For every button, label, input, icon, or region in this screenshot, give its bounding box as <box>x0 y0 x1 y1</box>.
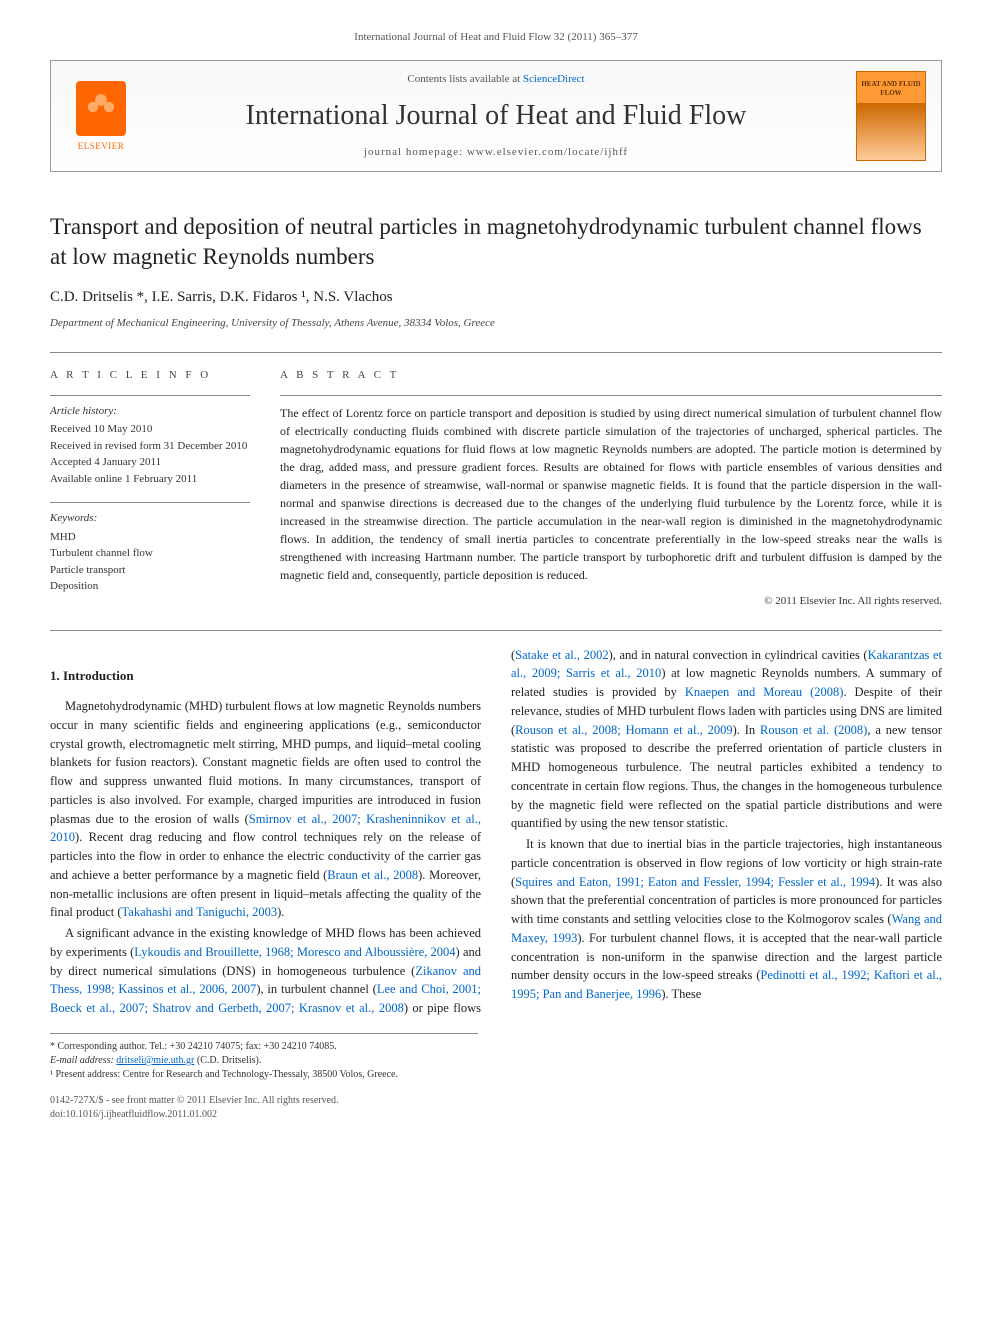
body-paragraph-1: Magnetohydrodynamic (MHD) turbulent flow… <box>50 697 481 922</box>
abstract-heading: A B S T R A C T <box>280 368 942 383</box>
ref-lykoudis[interactable]: Lykoudis and Brouillette, 1968; Moresco … <box>134 945 455 959</box>
cover-title: HEAT AND FLUID FLOW <box>857 80 925 97</box>
ref-satake[interactable]: Satake et al., 2002 <box>515 648 608 662</box>
abstract-text: The effect of Lorentz force on particle … <box>280 404 942 584</box>
homepage-line: journal homepage: www.elsevier.com/locat… <box>136 145 856 160</box>
divider-top <box>50 352 942 353</box>
keywords-text: MHD Turbulent channel flow Particle tran… <box>50 529 250 595</box>
ref-takahashi[interactable]: Takahashi and Taniguchi, 2003 <box>122 905 278 919</box>
footnotes: * Corresponding author. Tel.: +30 24210 … <box>50 1033 478 1082</box>
ref-squires[interactable]: Squires and Eaton, 1991; Eaton and Fessl… <box>515 875 875 889</box>
elsevier-logo: ELSEVIER <box>66 76 136 156</box>
p3-text-d: ). These <box>661 987 701 1001</box>
p2-text-i: , a new tensor statistic was proposed to… <box>511 723 942 831</box>
email-line: E-mail address: dritseli@mie.uth.gr (C.D… <box>50 1054 478 1068</box>
homepage-prefix: journal homepage: <box>364 146 467 158</box>
footer-doi: doi:10.1016/j.ijheatfluidflow.2011.01.00… <box>50 1108 942 1122</box>
abstract-column: A B S T R A C T The effect of Lorentz fo… <box>280 368 942 610</box>
info-divider-2 <box>50 502 250 503</box>
ref-rouson[interactable]: Rouson et al., 2008; Homann et al., 2009 <box>515 723 732 737</box>
body-text-columns: 1. Introduction Magnetohydrodynamic (MHD… <box>50 646 942 1018</box>
corresponding-author: * Corresponding author. Tel.: +30 24210 … <box>50 1040 478 1054</box>
contents-prefix: Contents lists available at <box>407 73 522 85</box>
banner-center: Contents lists available at ScienceDirec… <box>136 72 856 160</box>
header-citation: International Journal of Heat and Fluid … <box>50 30 942 45</box>
article-title: Transport and deposition of neutral part… <box>50 212 942 272</box>
journal-cover-thumbnail: HEAT AND FLUID FLOW <box>856 71 926 161</box>
abstract-copyright: © 2011 Elsevier Inc. All rights reserved… <box>280 594 942 609</box>
email-who: (C.D. Dritselis). <box>194 1055 261 1066</box>
footer-copyright: 0142-727X/$ - see front matter © 2011 El… <box>50 1094 942 1108</box>
abstract-divider <box>280 395 942 396</box>
email-link[interactable]: dritseli@mie.uth.gr <box>116 1055 194 1066</box>
article-info-heading: A R T I C L E I N F O <box>50 368 250 383</box>
email-label: E-mail address: <box>50 1055 116 1066</box>
ref-rouson2[interactable]: Rouson et al. (2008) <box>760 723 867 737</box>
footer-bar: 0142-727X/$ - see front matter © 2011 El… <box>50 1094 942 1122</box>
divider-bottom <box>50 630 942 631</box>
p2-text-h: ). In <box>733 723 760 737</box>
history-label: Article history: <box>50 404 250 419</box>
present-address-note: ¹ Present address: Centre for Research a… <box>50 1068 478 1082</box>
sciencedirect-link[interactable]: ScienceDirect <box>523 73 585 85</box>
homepage-url: www.elsevier.com/locate/ijhff <box>467 146 628 158</box>
contents-line: Contents lists available at ScienceDirec… <box>136 72 856 87</box>
p1-text-a: Magnetohydrodynamic (MHD) turbulent flow… <box>50 699 481 826</box>
publisher-name: ELSEVIER <box>78 140 125 153</box>
p2-text-c: ), in turbulent channel ( <box>256 982 377 996</box>
article-info-column: A R T I C L E I N F O Article history: R… <box>50 368 250 610</box>
paper-page: International Journal of Heat and Fluid … <box>0 0 992 1152</box>
section-1-heading: 1. Introduction <box>50 666 481 686</box>
ref-braun[interactable]: Braun et al., 2008 <box>327 868 418 882</box>
p1-text-d: ). <box>277 905 284 919</box>
p2-text-e: ), and in natural convection in cylindri… <box>609 648 868 662</box>
elsevier-tree-icon <box>76 81 126 136</box>
affiliation: Department of Mechanical Engineering, Un… <box>50 316 942 331</box>
journal-name: International Journal of Heat and Fluid … <box>136 96 856 135</box>
body-paragraph-3: It is known that due to inertial bias in… <box>511 835 942 1004</box>
ref-knaepen[interactable]: Knaepen and Moreau (2008) <box>685 685 844 699</box>
authors-list: C.D. Dritselis *, I.E. Sarris, D.K. Fida… <box>50 287 942 308</box>
info-divider-1 <box>50 395 250 396</box>
keywords-label: Keywords: <box>50 511 250 526</box>
info-abstract-row: A R T I C L E I N F O Article history: R… <box>50 368 942 610</box>
history-text: Received 10 May 2010 Received in revised… <box>50 421 250 487</box>
journal-banner: ELSEVIER Contents lists available at Sci… <box>50 60 942 172</box>
